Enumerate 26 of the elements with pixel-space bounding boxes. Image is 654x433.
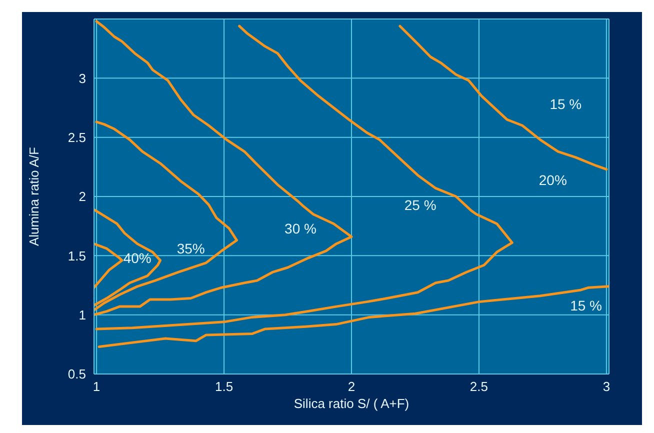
annotation: 30 %: [284, 220, 316, 236]
x-tick-label: 1.5: [214, 379, 234, 394]
annotation: 20%: [538, 172, 567, 188]
line-series: [94, 120, 238, 312]
x-tick-label: 2.5: [470, 379, 488, 394]
y-tick-label: 0.5: [68, 366, 86, 382]
annotation: 15 %: [570, 297, 602, 314]
x-tick-label: 1: [92, 379, 100, 394]
x-tick-label: 3: [602, 379, 610, 394]
annotation: 25 %: [404, 196, 436, 213]
line-series: [95, 24, 514, 330]
y-tick-label: 3: [78, 70, 86, 86]
annotation: 15 %: [550, 96, 582, 112]
line-series: [398, 24, 608, 171]
y-axis-title: Alumina ratio A/F: [26, 146, 42, 246]
annotation: 40%: [123, 250, 152, 266]
y-tick-label: 1.5: [68, 248, 86, 264]
annotation: 35%: [176, 240, 205, 257]
x-axis-title: Silica ratio S/ ( A+F): [292, 396, 410, 411]
line-series: [98, 285, 609, 348]
line-series: [94, 20, 353, 316]
y-tick-label: 2: [78, 189, 86, 204]
y-tick-label: 1: [78, 307, 86, 322]
x-tick-label: 2: [348, 379, 356, 394]
y-tick-label: 2.5: [68, 130, 86, 145]
line-series: [94, 242, 124, 289]
